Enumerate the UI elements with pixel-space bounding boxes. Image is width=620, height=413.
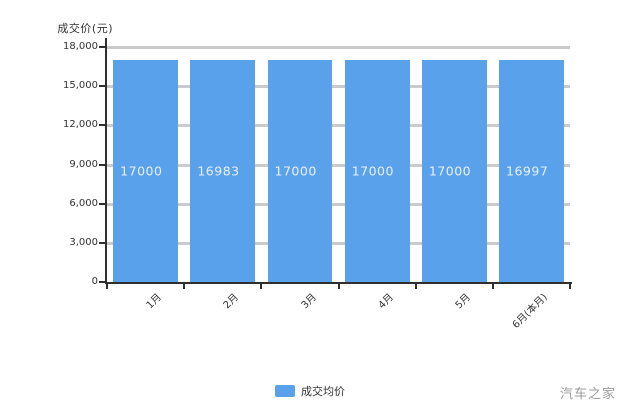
- y-tick-label: 9,000: [69, 158, 98, 170]
- bar-slot: 16983: [184, 47, 261, 282]
- x-tick-mark: [491, 284, 494, 289]
- bar-6月(本月)[interactable]: 16997: [499, 60, 564, 282]
- x-tick-mark: [569, 284, 571, 289]
- y-tick-label: 6,000: [69, 197, 98, 209]
- x-axis-line: [105, 282, 572, 284]
- bar-slot: 16997: [493, 47, 570, 282]
- y-tick-mark: [99, 281, 105, 283]
- watermark-autohome: 汽车之家: [559, 387, 616, 402]
- bar-1月[interactable]: 17000: [113, 60, 178, 282]
- gridline-3000: [107, 241, 570, 245]
- bars-container: 17000 16983 17000 17000 17000 16997: [107, 47, 570, 282]
- bar-4月[interactable]: 17000: [344, 60, 410, 282]
- x-tick-label-6月(本月): 6月(本月): [511, 291, 551, 331]
- y-tick-label: 18,000: [63, 41, 98, 52]
- x-tick-mark: [260, 284, 263, 289]
- bar-value-label: 17000: [428, 163, 472, 179]
- y-tick-label: 12,000: [63, 119, 98, 131]
- x-tick-label-3月: 3月: [299, 291, 319, 312]
- bar-slot: 17000: [339, 47, 416, 282]
- legend[interactable]: 成交均价: [0, 383, 620, 399]
- bar-slot: 17000: [416, 47, 493, 282]
- bar-5月[interactable]: 17000: [421, 60, 487, 282]
- bar-value-label: 17000: [274, 163, 317, 179]
- x-tick-mark: [106, 284, 108, 289]
- gridline-12000: [107, 124, 570, 128]
- legend-swatch-icon: [275, 385, 295, 397]
- bar-slot: 17000: [107, 47, 184, 282]
- x-tick-label-2月: 2月: [221, 291, 242, 312]
- x-tick-mark: [183, 284, 186, 289]
- x-tick-label-4月: 4月: [376, 291, 396, 312]
- bar-2月[interactable]: 16983: [190, 60, 256, 282]
- x-tick-mark: [337, 284, 340, 289]
- bar-slot: 17000: [261, 47, 338, 282]
- x-tick-label-1月: 1月: [144, 291, 165, 312]
- gridline-18000: [107, 46, 570, 49]
- y-tick-label: 0: [91, 276, 98, 287]
- bar-value-label: 17000: [351, 163, 394, 179]
- gridline-15000: [107, 85, 570, 89]
- y-tick-mark: [99, 85, 105, 88]
- y-tick-label: 3,000: [69, 236, 98, 248]
- plot-area: 17000 16983 17000 17000 17000 16997: [107, 46, 570, 282]
- gridline-6000: [107, 202, 570, 206]
- bar-3月[interactable]: 17000: [267, 60, 333, 282]
- y-tick-mark: [99, 46, 105, 48]
- y-tick-mark: [99, 202, 105, 205]
- bar-value-label: 16997: [506, 163, 549, 179]
- y-tick-mark: [99, 241, 105, 244]
- y-tick-mark: [99, 124, 105, 127]
- y-tick-mark: [99, 163, 105, 166]
- gridline-9000: [107, 163, 570, 167]
- legend-label: 成交均价: [301, 385, 345, 398]
- y-tick-label: 15,000: [63, 80, 98, 92]
- x-tick-label-5月: 5月: [453, 291, 473, 312]
- y-axis-line: [105, 38, 107, 284]
- y-axis-title: 成交价(元): [57, 22, 113, 35]
- bar-value-label: 16983: [197, 163, 240, 179]
- bar-value-label: 17000: [120, 163, 163, 179]
- x-tick-mark: [414, 284, 417, 289]
